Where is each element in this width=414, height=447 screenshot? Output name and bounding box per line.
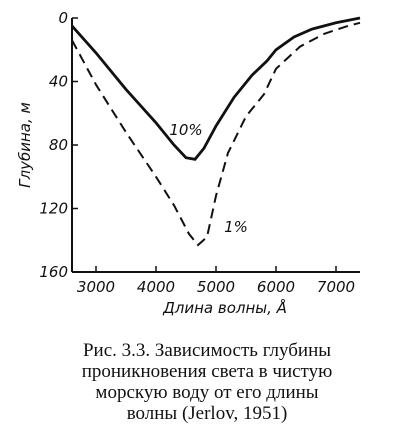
curve-label: 1% [224,218,248,236]
curve [70,16,361,161]
y-tick-label: 0 [58,9,68,27]
x-tick-label: 5000 [197,278,235,296]
y-tick-label: 40 [49,73,68,91]
curve-label: 10% [169,121,202,139]
x-tick-label: 3000 [77,278,115,296]
y-tick-label: 160 [39,263,68,281]
x-tick-label: 4000 [137,278,175,296]
y-tick-label: 120 [39,200,68,218]
x-tick-label: 6000 [257,278,295,296]
caption: Рис. 3.3. Зависимость глубины проникновен… [0,340,414,424]
y-tick-label: 80 [49,136,68,154]
x-tick-label: 7000 [317,278,355,296]
caption-line: Рис. 3.3. Зависимость глубины [82,340,332,361]
caption-line: волны (Jerlov, 1951) [126,403,288,424]
curve [71,21,361,247]
caption-line: морскую воду от его длины [95,382,319,403]
caption-line: проникновения света в чистую [81,361,333,382]
chart: Длина волны, Å Глубина, м 0 40 80 120 160 300… [16,9,361,317]
x-axis-label: Длина волны, Å [162,298,287,317]
y-axis-label: Глубина, м [16,102,34,188]
